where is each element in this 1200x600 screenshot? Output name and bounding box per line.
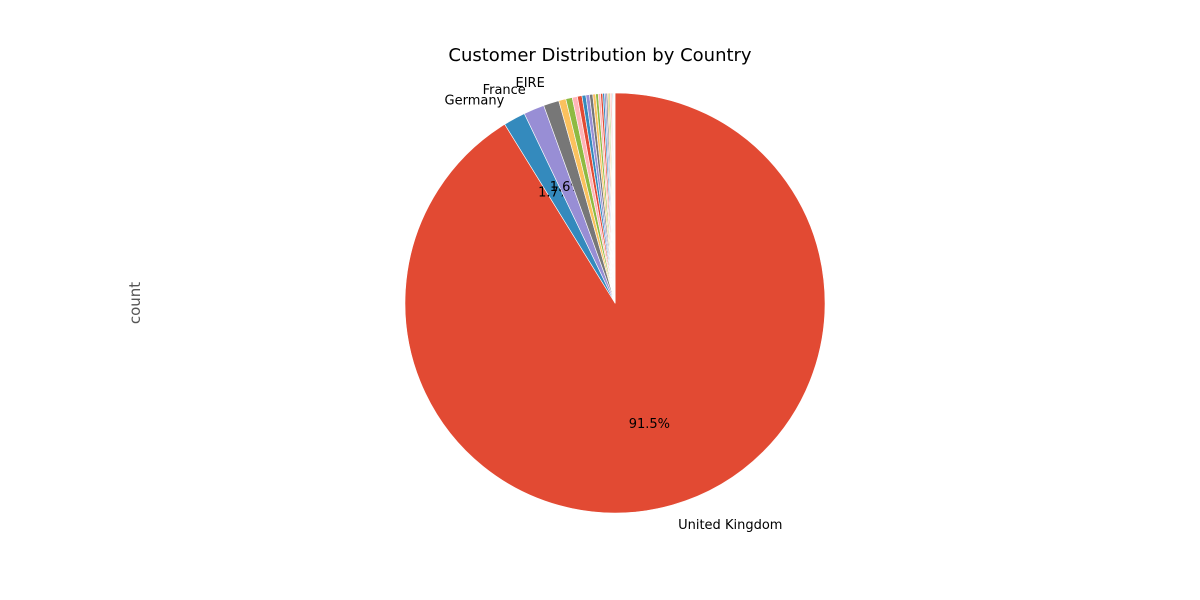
slice-label: France xyxy=(483,83,526,98)
slice-label: Germany xyxy=(445,93,505,108)
chart-title: Customer Distribution by Country xyxy=(448,45,752,66)
slice-label: United Kingdom xyxy=(678,518,782,533)
slice-label: EIRE xyxy=(516,76,545,91)
slice-percent-label: 91.5% xyxy=(629,417,670,432)
